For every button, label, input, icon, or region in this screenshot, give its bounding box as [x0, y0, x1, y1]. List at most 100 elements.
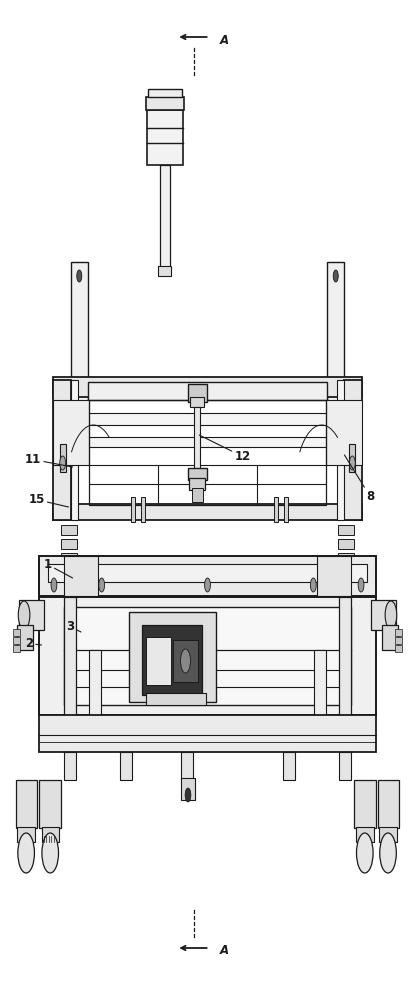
- Circle shape: [51, 578, 57, 592]
- Bar: [13, 637, 20, 644]
- Bar: [314, 650, 326, 715]
- Bar: [53, 400, 89, 465]
- Bar: [371, 600, 396, 630]
- Bar: [64, 556, 98, 596]
- Bar: [338, 525, 354, 535]
- Bar: [356, 827, 374, 842]
- Circle shape: [333, 270, 338, 282]
- Circle shape: [205, 578, 210, 592]
- Bar: [189, 478, 205, 490]
- Bar: [158, 266, 171, 276]
- Circle shape: [42, 833, 59, 873]
- Text: 12: 12: [199, 435, 251, 463]
- Bar: [141, 497, 145, 522]
- Bar: [56, 410, 66, 430]
- Text: 2: 2: [25, 637, 42, 650]
- Bar: [64, 607, 351, 705]
- Bar: [181, 752, 193, 780]
- Bar: [61, 553, 77, 563]
- Bar: [19, 600, 44, 630]
- Bar: [160, 165, 170, 270]
- Circle shape: [356, 833, 373, 873]
- Bar: [120, 752, 132, 780]
- Bar: [131, 497, 135, 522]
- Bar: [194, 407, 200, 470]
- Bar: [64, 752, 76, 780]
- Bar: [395, 637, 402, 644]
- Bar: [17, 827, 35, 842]
- Circle shape: [385, 601, 397, 629]
- Bar: [344, 380, 362, 520]
- Text: 15: 15: [28, 493, 68, 507]
- Bar: [146, 637, 171, 685]
- Circle shape: [77, 270, 82, 282]
- Bar: [147, 110, 183, 165]
- Bar: [339, 752, 351, 780]
- Bar: [42, 827, 59, 842]
- Bar: [317, 556, 351, 596]
- Bar: [338, 553, 354, 563]
- Circle shape: [18, 833, 34, 873]
- Bar: [337, 380, 344, 520]
- Circle shape: [18, 601, 30, 629]
- Bar: [274, 497, 278, 522]
- Bar: [338, 595, 354, 605]
- Bar: [146, 97, 184, 110]
- Bar: [71, 262, 88, 402]
- Bar: [89, 650, 101, 715]
- Bar: [181, 778, 195, 800]
- Bar: [39, 715, 376, 752]
- Bar: [142, 625, 202, 695]
- Bar: [53, 504, 362, 520]
- Bar: [188, 384, 207, 402]
- Bar: [89, 400, 326, 505]
- Bar: [327, 262, 344, 402]
- Bar: [354, 780, 376, 828]
- Bar: [129, 612, 216, 702]
- Bar: [395, 645, 402, 652]
- Bar: [148, 89, 182, 97]
- Text: 8: 8: [344, 455, 374, 503]
- Bar: [53, 377, 362, 397]
- Circle shape: [185, 788, 191, 802]
- Text: A: A: [220, 33, 229, 46]
- Text: A: A: [220, 944, 229, 958]
- Bar: [379, 827, 397, 842]
- Bar: [378, 780, 399, 828]
- Bar: [61, 567, 77, 577]
- Bar: [13, 645, 20, 652]
- Bar: [88, 437, 327, 447]
- Bar: [61, 525, 77, 535]
- Bar: [349, 444, 355, 472]
- Bar: [71, 380, 78, 520]
- Bar: [349, 410, 359, 430]
- Bar: [16, 780, 37, 828]
- Text: 1: 1: [44, 558, 73, 578]
- Bar: [338, 581, 354, 591]
- Bar: [192, 488, 203, 502]
- Bar: [146, 693, 206, 705]
- Bar: [284, 497, 288, 522]
- Bar: [39, 597, 376, 715]
- Bar: [88, 413, 327, 425]
- Bar: [39, 556, 376, 596]
- Bar: [326, 400, 362, 465]
- Bar: [382, 625, 398, 650]
- Bar: [190, 397, 204, 407]
- Circle shape: [310, 578, 316, 592]
- Bar: [60, 444, 66, 472]
- Circle shape: [349, 456, 355, 470]
- Bar: [61, 539, 77, 549]
- Text: 3: 3: [66, 620, 81, 633]
- Bar: [173, 640, 198, 682]
- Bar: [395, 629, 402, 636]
- Bar: [283, 752, 295, 780]
- Circle shape: [380, 833, 396, 873]
- Bar: [48, 564, 367, 582]
- Bar: [338, 567, 354, 577]
- Text: 11: 11: [25, 453, 73, 467]
- Bar: [61, 595, 77, 605]
- Bar: [17, 625, 33, 650]
- Bar: [61, 581, 77, 591]
- Circle shape: [99, 578, 105, 592]
